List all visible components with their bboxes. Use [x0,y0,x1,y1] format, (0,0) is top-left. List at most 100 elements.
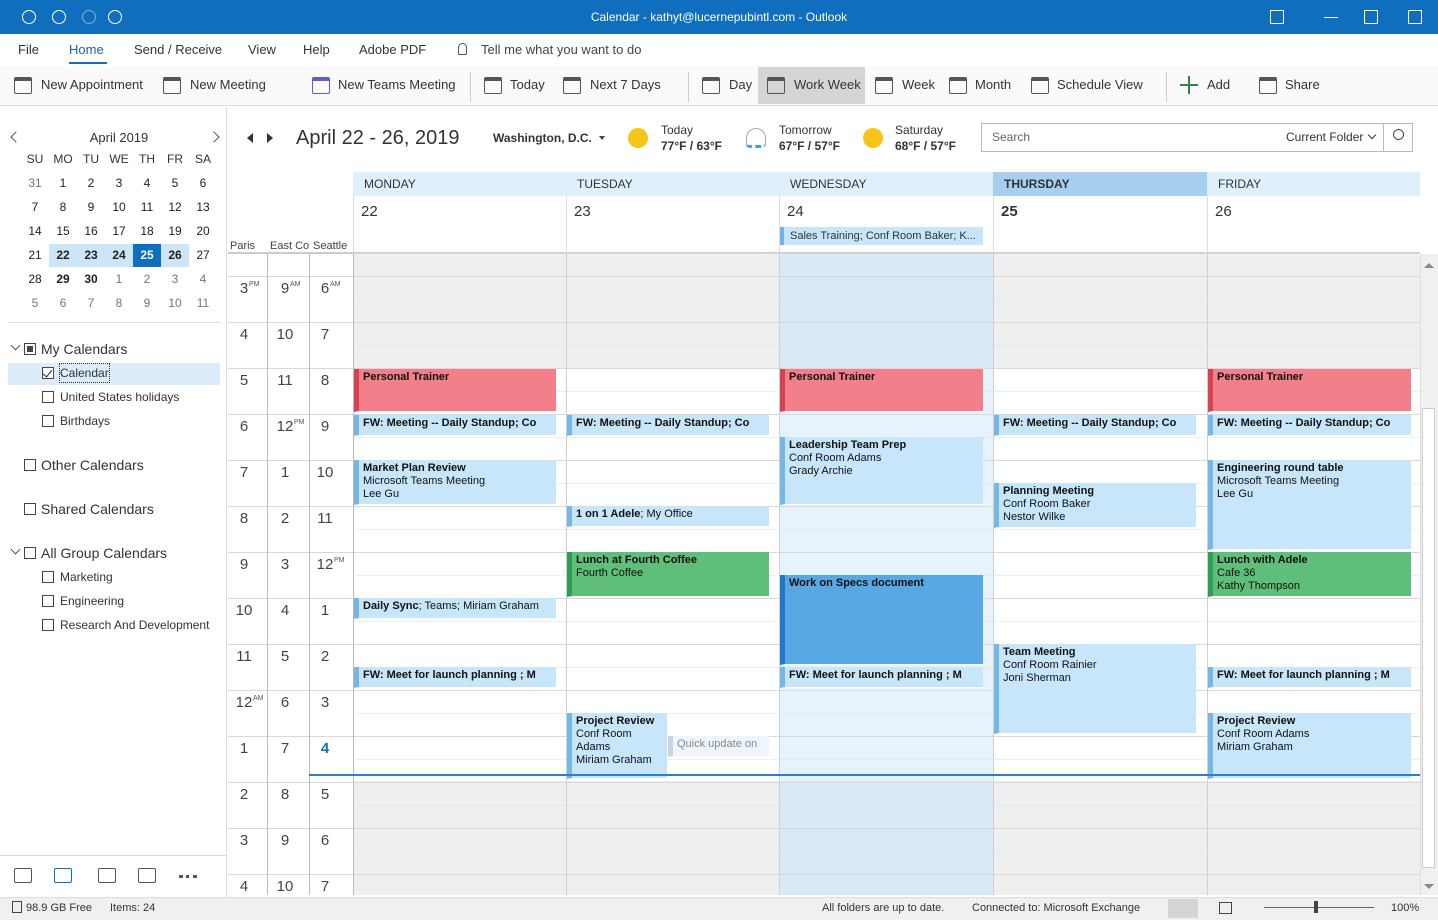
ribbon-button[interactable]: Week [902,77,935,92]
checkbox[interactable] [42,415,54,427]
ribbon-button[interactable]: New Meeting [190,77,266,92]
mini-cal-date[interactable]: 3 [115,176,123,190]
event[interactable]: Team Meeting Conf Room Rainier Joni Sherma… [994,644,1196,734]
day-name[interactable]: TUESDAY [577,177,633,191]
next-week[interactable] [267,133,278,143]
ribbon-button[interactable]: Next 7 Days [590,77,661,92]
view-reading[interactable] [1219,902,1232,914]
mini-cal-date[interactable]: 30 [84,272,98,286]
day-date[interactable]: 22 [361,203,378,220]
calendar-item[interactable]: United States holidays [60,390,180,404]
scroll-thumb[interactable] [1422,408,1435,868]
mini-cal-date[interactable]: 2 [87,176,95,190]
event[interactable]: Daily Sync; Teams; Miriam Graham [354,598,556,619]
mini-cal-date[interactable]: 5 [171,176,179,190]
checkbox[interactable] [42,619,54,631]
mini-cal-date[interactable]: 26 [168,248,182,262]
mini-cal-date[interactable]: 8 [115,296,123,310]
zoom-level[interactable]: 100% [1391,902,1420,914]
mini-cal-date[interactable]: 7 [31,200,39,214]
calendar-item[interactable]: Marketing [60,570,113,584]
mini-cal-date[interactable]: 17 [112,224,126,238]
mini-cal-date[interactable]: 5 [31,296,39,310]
day-name[interactable]: MONDAY [364,177,416,191]
menu-item[interactable]: Send / Receive [134,42,223,57]
mini-cal-date[interactable]: 1 [59,176,67,190]
event[interactable]: FW: Meeting -- Daily Standup; Co [994,415,1196,436]
mini-cal-date[interactable]: 18 [140,224,154,238]
folder-group[interactable]: All Group Calendars [41,545,168,561]
ribbon-button[interactable]: New Teams Meeting [338,77,456,92]
scroll-down[interactable] [1424,884,1434,894]
event[interactable]: Personal Trainer [354,369,556,412]
mini-cal-date[interactable]: 2 [143,272,151,286]
quick-access-icon[interactable] [52,10,66,24]
mini-cal-date[interactable]: 1 [115,272,123,286]
mini-cal-date[interactable]: 7 [87,296,95,310]
quick-access-icon[interactable] [82,10,96,24]
day-name[interactable]: FRIDAY [1218,177,1262,191]
event[interactable]: 1 on 1 Adele; My Office [567,506,769,527]
calendar-item[interactable]: Birthdays [60,414,111,428]
quick-access-icon[interactable] [22,10,36,24]
mini-cal-date[interactable]: 25 [140,248,154,262]
window-control[interactable] [1408,10,1422,24]
mini-cal-date[interactable]: 23 [84,248,98,262]
tell-me[interactable]: Tell me what you want to do [481,42,642,57]
view-normal[interactable] [1168,899,1198,918]
event[interactable]: Lunch at Fourth Coffee Fourth Coffee [567,552,769,597]
menu-item[interactable]: Adobe PDF [359,42,427,57]
checkbox[interactable] [24,503,36,515]
mini-cal-date[interactable]: 10 [168,296,182,310]
mini-cal-date[interactable]: 29 [56,272,70,286]
mini-cal-date[interactable]: 21 [28,248,42,262]
mini-cal-date[interactable]: 8 [59,200,67,214]
search-box[interactable] [981,123,1413,152]
mini-cal-date[interactable]: 4 [199,272,207,286]
event[interactable]: Planning Meeting Conf Room Baker Nestor Wi… [994,483,1196,528]
quick-access-icon[interactable] [108,10,122,24]
event[interactable]: FW: Meet for launch planning ; M [354,667,556,688]
mini-cal-date[interactable]: 22 [56,248,70,262]
search-scope[interactable]: Current Folder [1286,130,1364,144]
ribbon-button[interactable]: Month [975,77,1012,92]
event[interactable]: FW: Meeting -- Daily Standup; Co [567,415,769,436]
window-control[interactable] [1324,10,1338,18]
menu-item[interactable]: File [18,42,39,57]
nav-tasks[interactable] [98,868,116,883]
scroll-up[interactable] [1424,258,1434,268]
calendar-item[interactable]: Research And Development [60,618,210,632]
mini-cal-date[interactable]: 16 [84,224,98,238]
event[interactable]: Work on Specs document [780,575,983,665]
mini-cal-date[interactable]: 27 [196,248,210,262]
mini-cal-date[interactable]: 4 [143,176,151,190]
checkbox[interactable] [24,547,36,559]
mini-cal-date[interactable]: 11 [196,296,210,310]
prev-week[interactable] [242,133,253,143]
folder-group[interactable]: Shared Calendars [41,501,154,517]
event[interactable]: FW: Meeting -- Daily Standup; Co [354,415,556,436]
nav-people[interactable] [138,868,156,883]
mini-cal-date[interactable]: 6 [59,296,67,310]
folder-group[interactable]: My Calendars [41,341,128,357]
window-control[interactable] [1364,10,1378,24]
event[interactable]: Quick update on [668,736,769,757]
event[interactable]: Leadership Team Prep Conf Room Adams Grady… [780,437,983,505]
calendar-item[interactable]: Calendar [59,363,110,383]
day-date[interactable]: 23 [574,203,591,220]
event[interactable]: Project Review Conf Room Adams Miriam Grah… [1208,713,1411,779]
ribbon-button[interactable]: Schedule View [1057,77,1143,92]
event[interactable]: Market Plan Review Microsoft Teams Meetin… [354,460,556,505]
nav-more[interactable] [179,875,197,878]
all-day-event[interactable]: Sales Training; Conf Room Baker; K... [780,227,983,245]
checkbox[interactable] [42,595,54,607]
day-date[interactable]: 26 [1215,203,1232,220]
zoom-thumb[interactable] [1314,901,1318,913]
nav-mail[interactable] [14,868,32,883]
menu-item[interactable]: Help [303,42,330,57]
ribbon-button[interactable]: Add [1207,77,1231,92]
mini-cal-date[interactable]: 6 [199,176,207,190]
nav-calendar[interactable] [54,868,72,883]
ribbon-button[interactable]: New Appointment [41,77,143,92]
checkbox[interactable] [42,391,54,403]
